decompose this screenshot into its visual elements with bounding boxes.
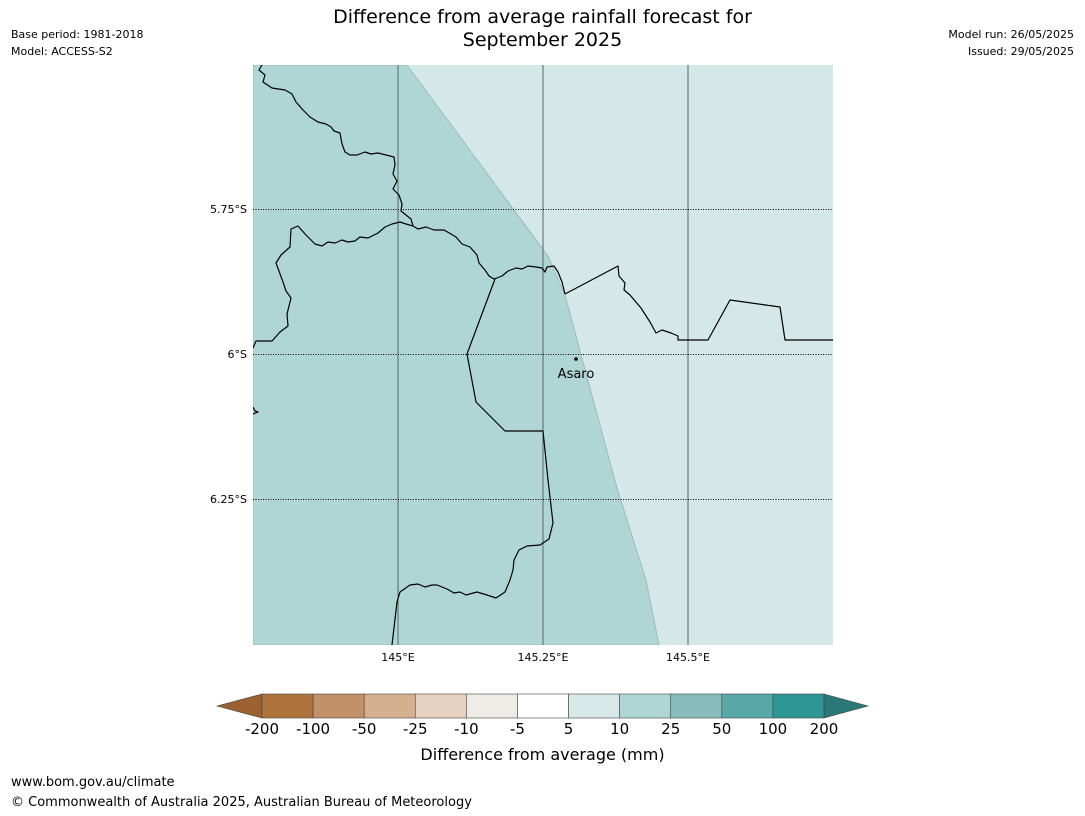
colorbar-label: Difference from average (mm) <box>420 745 665 764</box>
colorbar <box>215 693 870 719</box>
colorbar-tick-label: 25 <box>661 720 681 738</box>
model-run: Model run: 26/05/2025 <box>948 28 1074 41</box>
lat-label-5.75S: 5.75°S <box>210 203 247 216</box>
colorbar-tick-label: -200 <box>244 720 280 738</box>
map-area: Asaro <box>253 65 833 645</box>
border-eastern <box>564 265 833 341</box>
base-period: Base period: 1981-2018 <box>11 28 144 41</box>
colorbar-bin <box>670 693 723 719</box>
colorbar-tick-label: -100 <box>296 720 331 738</box>
region-10-to-25 <box>253 65 660 645</box>
lon-label-145.5E: 145.5°E <box>666 651 710 664</box>
lon-label-145E: 145°E <box>381 651 414 664</box>
province-borders <box>253 65 833 645</box>
asaro-label: Asaro <box>558 367 595 382</box>
lat-label-6S: 6°S <box>228 348 247 361</box>
footer-url[interactable]: www.bom.gov.au/climate <box>11 775 175 790</box>
border-central <box>391 278 554 645</box>
border-northern <box>258 65 414 227</box>
lat-label-6.25S: 6.25°S <box>210 493 247 506</box>
colorbar-bin <box>466 693 518 719</box>
title-line-1: Difference from average rainfall forecas… <box>333 6 752 28</box>
colorbar-tick-label: 10 <box>610 720 630 738</box>
colorbar-tick-label: 200 <box>809 720 839 738</box>
axis-labels: 5.75°S 6°S 6.25°S 145°E 145.25°E 145.5°E <box>210 203 710 664</box>
colorbar-tick-label: 100 <box>758 720 788 738</box>
model-name: Model: ACCESS-S2 <box>11 45 113 58</box>
colorbar-bin <box>721 693 774 719</box>
asaro-marker <box>574 357 578 361</box>
colorbar-bin <box>414 693 467 719</box>
colorbar-extend-low <box>215 693 263 719</box>
issued-date: Issued: 29/05/2025 <box>967 45 1074 58</box>
title-line-2: September 2025 <box>462 29 623 51</box>
colorbar-bin <box>619 693 672 719</box>
gridlines <box>253 65 833 645</box>
colorbar-extend-high <box>823 693 870 719</box>
border-west-stub <box>253 406 259 415</box>
colorbar-bin <box>363 693 416 719</box>
border-western <box>253 221 566 349</box>
colorbar-tick-label: -5 <box>509 720 525 738</box>
colorbar-bin <box>517 693 569 719</box>
colorbar-bin <box>772 693 825 719</box>
model-info: Base period: 1981-2018 Model: ACCESS-S2 <box>11 26 143 60</box>
colorbar-tick-label: 50 <box>712 720 732 738</box>
colorbar-tick-label: -50 <box>351 720 377 738</box>
colorbar-bin <box>568 693 620 719</box>
footer-copyright: © Commonwealth of Australia 2025, Austra… <box>11 795 472 810</box>
colorbar-tick-label: -25 <box>403 720 428 738</box>
colorbar-tick-label: -10 <box>454 720 479 738</box>
lon-label-145.25E: 145.25°E <box>518 651 569 664</box>
colorbar-tick-label: 5 <box>563 720 574 738</box>
run-info: Model run: 26/05/2025 Issued: 29/05/2025 <box>948 26 1074 60</box>
colorbar-bin <box>261 693 314 719</box>
page-title: Difference from average rainfall forecas… <box>0 6 1085 52</box>
colorbar-bin <box>312 693 365 719</box>
